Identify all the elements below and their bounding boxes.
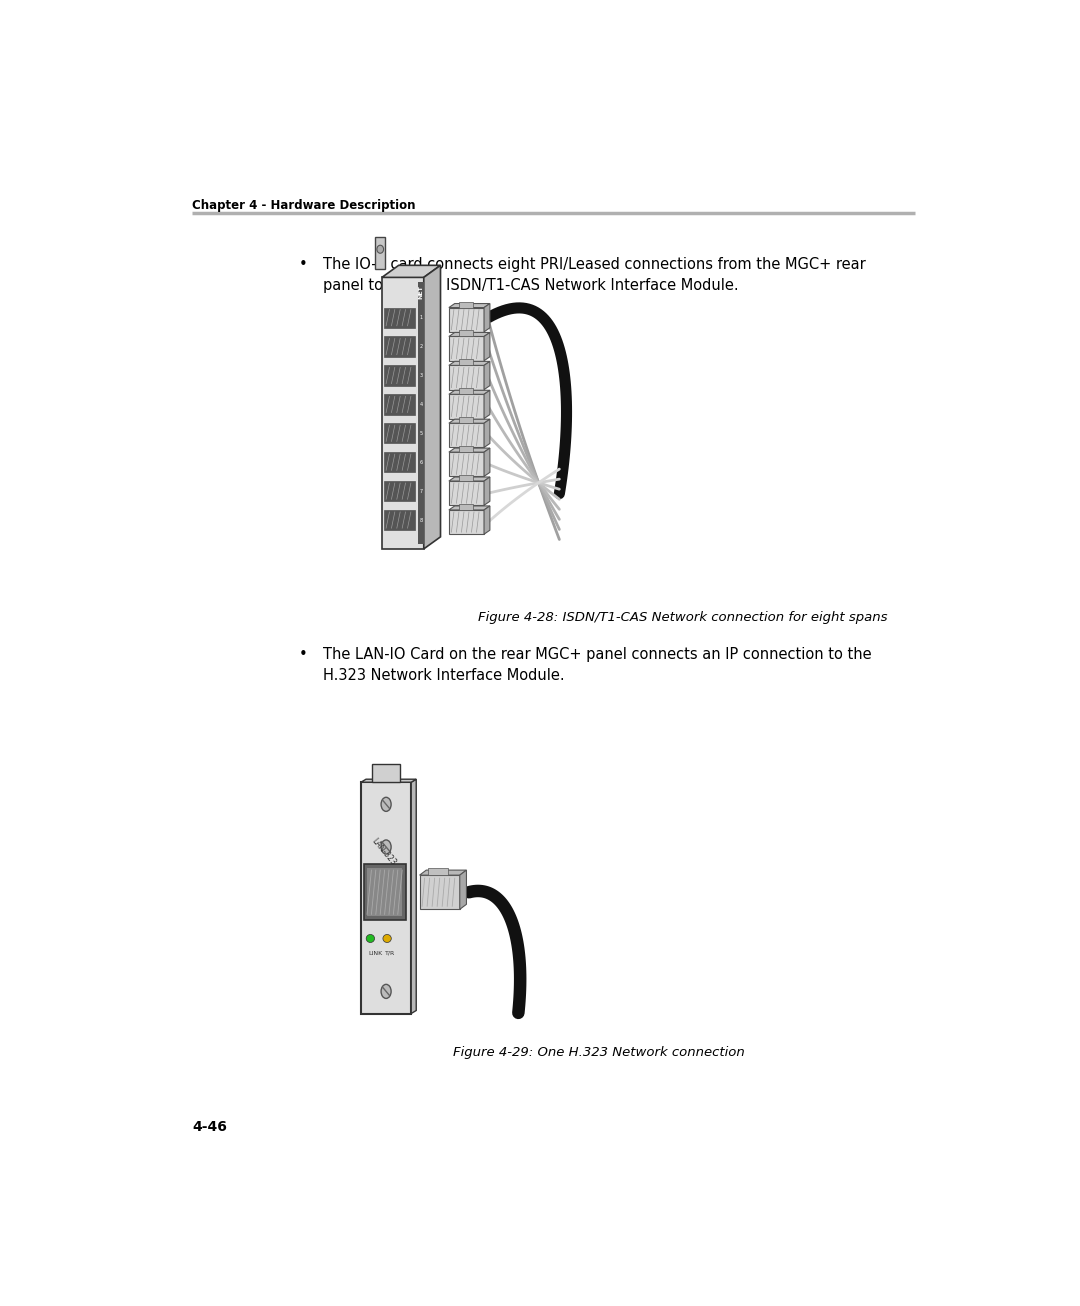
- FancyBboxPatch shape: [449, 509, 484, 534]
- Ellipse shape: [381, 840, 391, 854]
- Text: Figure 4-28: ISDN/T1-CAS Network connection for eight spans: Figure 4-28: ISDN/T1-CAS Network connect…: [478, 611, 888, 624]
- FancyBboxPatch shape: [459, 359, 473, 366]
- Polygon shape: [411, 780, 416, 1013]
- Text: Chapter 4 - Hardware Description: Chapter 4 - Hardware Description: [192, 199, 416, 212]
- Polygon shape: [449, 505, 490, 509]
- FancyBboxPatch shape: [459, 504, 473, 509]
- FancyBboxPatch shape: [361, 782, 411, 1013]
- Polygon shape: [420, 870, 467, 875]
- FancyBboxPatch shape: [384, 308, 415, 328]
- FancyBboxPatch shape: [459, 388, 473, 394]
- Polygon shape: [449, 448, 490, 452]
- Polygon shape: [484, 505, 490, 534]
- Text: Figure 4-29: One H.323 Network connection: Figure 4-29: One H.323 Network connectio…: [454, 1046, 745, 1059]
- Polygon shape: [382, 265, 441, 277]
- Ellipse shape: [366, 935, 375, 943]
- Text: 5: 5: [419, 431, 422, 436]
- FancyBboxPatch shape: [384, 509, 415, 530]
- Circle shape: [377, 246, 383, 253]
- FancyBboxPatch shape: [459, 330, 473, 337]
- Polygon shape: [375, 238, 386, 269]
- FancyBboxPatch shape: [420, 875, 460, 909]
- FancyBboxPatch shape: [384, 366, 415, 385]
- Text: NET: NET: [418, 286, 423, 299]
- Polygon shape: [484, 333, 490, 360]
- Polygon shape: [484, 419, 490, 448]
- FancyBboxPatch shape: [364, 865, 405, 921]
- Polygon shape: [484, 448, 490, 477]
- Polygon shape: [449, 362, 490, 366]
- Polygon shape: [449, 477, 490, 481]
- FancyBboxPatch shape: [449, 337, 484, 360]
- Text: LAN-323: LAN-323: [369, 836, 397, 867]
- FancyBboxPatch shape: [367, 868, 402, 917]
- Polygon shape: [449, 419, 490, 423]
- FancyBboxPatch shape: [428, 868, 448, 875]
- FancyBboxPatch shape: [449, 308, 484, 332]
- FancyBboxPatch shape: [449, 481, 484, 505]
- FancyBboxPatch shape: [384, 394, 415, 414]
- FancyBboxPatch shape: [384, 481, 415, 502]
- FancyBboxPatch shape: [382, 277, 423, 549]
- Polygon shape: [460, 870, 467, 909]
- Ellipse shape: [381, 797, 391, 811]
- Polygon shape: [484, 390, 490, 418]
- FancyBboxPatch shape: [459, 475, 473, 481]
- FancyBboxPatch shape: [384, 452, 415, 473]
- Text: The LAN-IO Card on the rear MGC+ panel connects an IP connection to the
H.323 Ne: The LAN-IO Card on the rear MGC+ panel c…: [323, 648, 872, 683]
- Ellipse shape: [381, 985, 391, 998]
- Polygon shape: [484, 477, 490, 505]
- Polygon shape: [449, 303, 490, 308]
- FancyBboxPatch shape: [449, 366, 484, 389]
- FancyBboxPatch shape: [459, 417, 473, 423]
- Text: 6: 6: [419, 460, 422, 465]
- Text: •: •: [299, 257, 308, 272]
- FancyBboxPatch shape: [373, 764, 400, 782]
- FancyBboxPatch shape: [459, 302, 473, 308]
- Polygon shape: [423, 265, 441, 549]
- Polygon shape: [449, 390, 490, 394]
- Text: •: •: [299, 648, 308, 662]
- Text: The IO-8 card connects eight PRI/Leased connections from the MGC+ rear
panel to : The IO-8 card connects eight PRI/Leased …: [323, 257, 866, 294]
- FancyBboxPatch shape: [418, 282, 423, 543]
- FancyBboxPatch shape: [449, 452, 484, 477]
- Text: 3: 3: [419, 374, 422, 377]
- Text: 7: 7: [419, 488, 422, 494]
- FancyBboxPatch shape: [384, 337, 415, 357]
- Polygon shape: [449, 333, 490, 337]
- Text: 1: 1: [419, 315, 422, 320]
- FancyBboxPatch shape: [384, 423, 415, 444]
- Ellipse shape: [383, 935, 391, 943]
- Polygon shape: [484, 303, 490, 332]
- FancyBboxPatch shape: [449, 423, 484, 448]
- Text: 2: 2: [419, 343, 422, 349]
- Polygon shape: [361, 780, 416, 782]
- FancyBboxPatch shape: [459, 447, 473, 452]
- Text: LINK: LINK: [368, 951, 383, 956]
- Text: 4-46: 4-46: [192, 1121, 227, 1134]
- Text: 8: 8: [419, 517, 422, 522]
- Text: 4: 4: [419, 402, 422, 407]
- FancyBboxPatch shape: [449, 394, 484, 418]
- Polygon shape: [484, 362, 490, 389]
- Text: T/R: T/R: [386, 951, 395, 956]
